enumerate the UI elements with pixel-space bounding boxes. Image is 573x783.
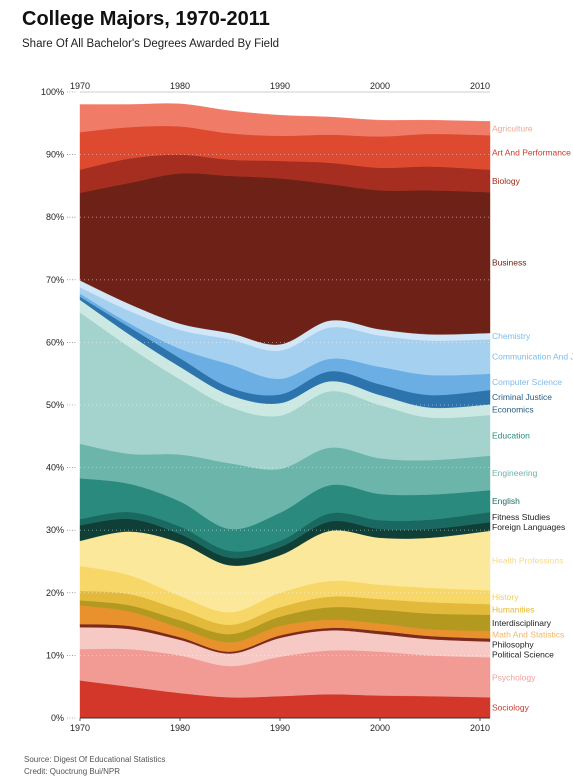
series-label-foreign-languages: Foreign Languages — [492, 522, 565, 532]
y-tick-label: 100% — [41, 87, 64, 97]
series-label-chemistry: Chemistry — [492, 331, 531, 341]
y-tick-label: 0% — [51, 713, 64, 723]
series-label-psychology: Psychology — [492, 672, 536, 682]
y-tick-label: 10% — [46, 650, 64, 660]
series-label-history: History — [492, 592, 519, 602]
series-label-fitness-studies: Fitness Studies — [492, 512, 550, 522]
y-tick-label: 30% — [46, 525, 64, 535]
y-tick-label: 50% — [46, 400, 64, 410]
series-label-engineering: Engineering — [492, 468, 538, 478]
series-label-communication-and-journalism: Communication And Journalism — [492, 351, 573, 361]
x-tick-label-bottom: 2000 — [370, 723, 390, 733]
y-tick-label: 70% — [46, 275, 64, 285]
series-label-sociology: Sociology — [492, 703, 530, 713]
x-tick-label-top: 1980 — [170, 81, 190, 91]
y-tick-label: 80% — [46, 212, 64, 222]
series-label-art-and-performance: Art And Performance — [492, 147, 571, 157]
series-label-economics: Economics — [492, 405, 534, 415]
x-tick-label-top: 2010 — [470, 81, 490, 91]
series-label-health-professions: Health Professions — [492, 556, 563, 566]
series-label-criminal-justice: Criminal Justice — [492, 392, 552, 402]
source-note: Source: Digest Of Educational Statistics — [24, 755, 166, 764]
x-tick-label-top: 2000 — [370, 81, 390, 91]
y-tick-label: 90% — [46, 150, 64, 160]
series-labels: Agriculture Art And Performance Biology Bus… — [492, 123, 573, 712]
x-tick-label-bottom: 1970 — [70, 723, 90, 733]
series-label-education: Education — [492, 430, 530, 440]
series-label-english: English — [492, 496, 520, 506]
x-tick-label-bottom: 1990 — [270, 723, 290, 733]
series-label-business: Business — [492, 258, 527, 268]
x-tick-label-top: 1970 — [70, 81, 90, 91]
series-label-biology: Biology — [492, 176, 521, 186]
chart-subtitle: Share Of All Bachelor's Degrees Awarded … — [22, 38, 280, 50]
series-label-math-and-statistics: Math And Statistics — [492, 630, 564, 640]
area-political-science — [79, 626, 491, 667]
chart-title: College Majors, 1970-2011 — [22, 8, 270, 30]
area-health-professions — [79, 530, 491, 613]
x-tick-label-bottom: 1980 — [170, 723, 190, 733]
series-label-interdisciplinary: Interdisciplinary — [492, 618, 552, 628]
y-tick-label: 60% — [46, 337, 64, 347]
x-tick-label-top: 1990 — [270, 81, 290, 91]
axes: 0% 10% 20% 30% 40% 50% 60% 70% 80% 90% 100% 1970 197… — [41, 81, 490, 733]
areas-layer — [79, 103, 491, 719]
series-label-computer-science: Computer Science — [492, 377, 562, 387]
area-agriculture — [79, 103, 491, 137]
y-tick-label: 40% — [46, 463, 64, 473]
gridlines — [80, 154, 490, 656]
series-label-humanities: Humanities — [492, 604, 535, 614]
credit-note: Credit: Quoctrung Bui/NPR — [24, 767, 121, 776]
series-label-philosophy: Philosophy — [492, 640, 534, 650]
series-label-political-science: Political Science — [492, 650, 554, 660]
series-label-agriculture: Agriculture — [492, 123, 533, 133]
y-tick-label: 20% — [46, 588, 64, 598]
x-tick-label-bottom: 2010 — [470, 723, 490, 733]
